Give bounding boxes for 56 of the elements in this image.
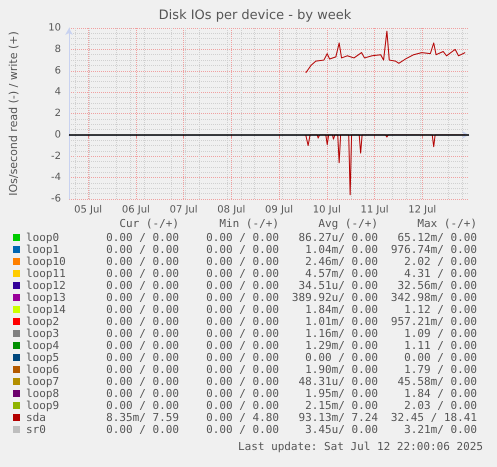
y-tick-label: 6 bbox=[54, 65, 61, 76]
chart-title: Disk IOs per device - by week bbox=[158, 8, 352, 23]
text: 0.00 / 0.00 0.00 / 0.00 1.84m/ 0.00 1.12 / 0.00 bbox=[106, 303, 477, 316]
x-tick-label: 07 Jul bbox=[170, 204, 198, 216]
text: 0.00 / 0.00 0.00 / 0.00 2.15m/ 0.00 2.03 / 0.00 bbox=[106, 399, 477, 412]
legend-label: loop13 bbox=[26, 291, 66, 304]
y-tick-label: 0 bbox=[54, 129, 61, 140]
text: 0.00 / 0.00 0.00 / 0.00 48.31u/ 0.00 45.58m/ 0.00 bbox=[106, 375, 477, 388]
text: 0.00 / 0.00 0.00 / 0.00 389.92u/ 0.00 342.98m/ 0.00 bbox=[106, 291, 477, 304]
legend-label: sr0 bbox=[26, 423, 46, 436]
x-tick-label: 08 Jul bbox=[217, 204, 246, 216]
legend-label: loop10 bbox=[26, 255, 66, 268]
text: 0.00 / 0.00 0.00 / 0.00 1.95m/ 0.00 1.84 / 0.00 bbox=[106, 387, 477, 400]
text: 0.00 / 0.00 0.00 / 0.00 1.16m/ 0.00 1.09 / 0.00 bbox=[106, 327, 477, 340]
y-tick-label: 10 bbox=[48, 22, 61, 34]
legend-label: loop11 bbox=[26, 267, 66, 280]
text: 0.00 / 0.00 0.00 / 0.00 1.01m/ 0.00 957.21m/ 0.00 bbox=[106, 315, 477, 328]
legend-label: loop8 bbox=[26, 387, 60, 400]
y-tick-label: -4 bbox=[51, 172, 61, 184]
y-tick-label: -2 bbox=[51, 150, 61, 162]
x-tick-label: 06 Jul bbox=[122, 204, 150, 216]
text: Cur (-/+) Min (-/+) Avg (-/+) Max (-/+) bbox=[119, 217, 477, 230]
legend-label: loop7 bbox=[26, 375, 60, 388]
text: 0.00 / 0.00 0.00 / 0.00 1.90m/ 0.00 1.79 / 0.00 bbox=[106, 363, 477, 376]
text: 0.00 / 0.00 0.00 / 0.00 2.46m/ 0.00 2.02 / 0.00 bbox=[106, 255, 477, 268]
text: Last update: Sat Jul 12 22:00:06 2025 bbox=[238, 440, 483, 453]
y-axis-title: IOs/second read (-) / write (+) bbox=[7, 31, 20, 196]
y-tick-label: -6 bbox=[51, 194, 61, 204]
text: 0.00 / 0.00 0.00 / 0.00 0.00 / 0.00 0.00 / 0.00 bbox=[106, 351, 477, 364]
x-tick-label: 05 Jul bbox=[74, 204, 102, 216]
legend-label: loop9 bbox=[26, 399, 60, 412]
x-tick-label: 09 Jul bbox=[265, 204, 294, 216]
text: 0.00 / 0.00 0.00 / 0.00 86.27u/ 0.00 65.12m/ 0.00 bbox=[106, 231, 477, 244]
text: 0.00 / 0.00 0.00 / 0.00 1.04m/ 0.00 976.74m/ 0.00 bbox=[106, 243, 477, 256]
y-tick-label: 2 bbox=[54, 108, 61, 119]
x-tick-label: 10 Jul bbox=[312, 204, 341, 216]
x-tick-label: 11 Jul bbox=[360, 204, 388, 216]
text: 0.00 / 0.00 0.00 / 0.00 4.57m/ 0.00 4.31 / 0.00 bbox=[106, 267, 477, 280]
y-tick-label: 4 bbox=[54, 86, 61, 98]
legend-label: loop1 bbox=[26, 243, 60, 256]
legend-label: loop14 bbox=[26, 303, 66, 316]
legend-label: loop5 bbox=[26, 351, 60, 364]
legend-label: loop12 bbox=[26, 279, 66, 292]
x-tick-label: 12 Jul bbox=[408, 204, 436, 216]
text: 0.00 / 0.00 0.00 / 0.00 34.51u/ 0.00 32.56m/ 0.00 bbox=[106, 279, 477, 292]
text: 8.35m/ 7.59 0.00 / 4.80 93.13m/ 7.24 32.45 / 18.41 bbox=[106, 411, 477, 424]
legend-label: sda bbox=[26, 411, 46, 424]
legend-label: loop0 bbox=[26, 231, 60, 244]
legend-label: loop3 bbox=[26, 327, 60, 340]
legend-label: loop4 bbox=[26, 339, 60, 352]
text: 0.00 / 0.00 0.00 / 0.00 3.45u/ 0.00 3.21m/ 0.00 bbox=[106, 423, 477, 436]
legend-label: loop6 bbox=[26, 363, 60, 376]
line-series bbox=[305, 30, 466, 74]
legend-label: loop2 bbox=[26, 315, 60, 328]
y-tick-label: 8 bbox=[54, 44, 61, 55]
text: 0.00 / 0.00 0.00 / 0.00 1.29m/ 0.00 1.11 / 0.00 bbox=[106, 339, 477, 352]
